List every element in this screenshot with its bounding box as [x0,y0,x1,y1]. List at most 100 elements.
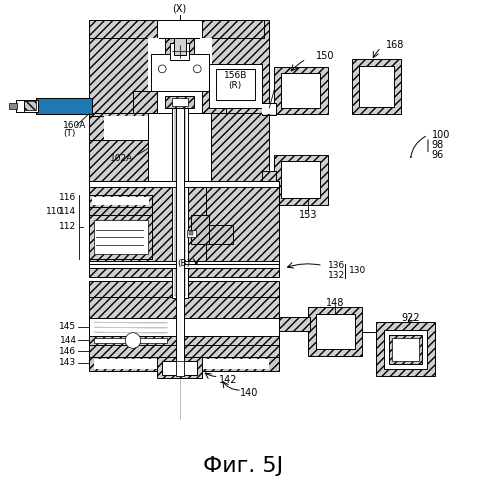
Bar [89,116,148,140]
Bar [281,162,320,198]
Text: 100: 100 [432,130,450,140]
Bar [376,322,435,376]
Bar [274,154,328,205]
Bar [389,334,422,364]
Bar [165,96,194,108]
Text: 153: 153 [299,210,317,220]
Text: 156B
(R): 156B (R) [224,71,247,90]
Bar [89,207,153,215]
Bar [9,103,17,109]
Bar [352,59,401,114]
Bar [89,215,153,258]
Bar [89,181,279,264]
Bar [92,198,149,205]
Text: (B): (B) [177,259,190,268]
Text: Фиг. 5J: Фиг. 5J [203,456,283,476]
Bar [89,296,279,318]
Bar [359,66,394,107]
Bar [35,98,92,114]
Bar [176,361,184,376]
Text: 143: 143 [59,358,76,368]
Bar [148,38,159,92]
Text: 148: 148 [326,298,345,308]
Bar [209,64,262,108]
Bar [206,20,269,112]
Bar [157,20,202,38]
Bar [177,109,182,374]
Bar [94,220,148,254]
Bar [197,92,226,112]
Bar [281,73,320,108]
Text: 110: 110 [46,206,63,216]
Text: 112: 112 [59,222,76,231]
Bar [392,338,419,361]
Bar [89,196,153,258]
Bar [157,357,202,378]
Bar [89,336,279,345]
Text: 136: 136 [328,261,345,270]
Bar [151,54,209,92]
Text: (X): (X) [173,4,187,14]
Bar [89,357,279,370]
Bar [200,38,212,92]
Bar [170,42,190,60]
Text: 150: 150 [316,51,334,61]
Bar [274,67,328,114]
Bar [279,317,310,331]
Text: 98: 98 [432,140,444,150]
Text: 130: 130 [349,266,366,275]
Bar [262,171,276,183]
Bar [174,38,186,55]
Bar [89,281,279,296]
Bar [384,330,427,368]
Bar [172,98,188,106]
Bar [209,64,262,108]
Bar [16,100,24,112]
Bar [157,20,202,38]
Bar [35,98,92,114]
Bar [190,232,193,235]
Bar [209,224,233,244]
Bar [191,215,209,244]
Bar [165,38,194,62]
Text: 114: 114 [59,206,76,216]
Bar [206,112,269,181]
Circle shape [158,65,166,73]
Bar [216,69,255,100]
Bar [89,264,279,277]
Bar [262,103,276,115]
Circle shape [193,65,201,73]
Bar [16,100,37,112]
Bar [133,92,162,112]
Bar [187,230,196,237]
Bar [162,361,197,374]
Bar [89,181,279,186]
Bar [89,264,279,268]
Text: 168: 168 [386,40,404,50]
Bar [89,196,153,207]
FancyArrowPatch shape [411,136,426,158]
Bar [172,103,188,298]
Bar [174,38,186,55]
Bar [89,112,148,181]
Bar [316,314,355,349]
Text: 140: 140 [240,388,259,398]
Bar [89,20,264,38]
Text: 142: 142 [219,376,237,386]
Bar [206,181,279,264]
Text: 96: 96 [432,150,444,160]
Bar [94,359,269,368]
Bar [94,338,167,344]
Text: 146: 146 [59,346,76,356]
Bar [308,308,362,356]
Bar [104,116,148,140]
Bar [18,101,35,110]
Text: 922: 922 [401,313,420,323]
Bar [157,92,202,112]
Bar [89,318,279,336]
Bar [89,20,148,112]
Bar [89,260,279,264]
Bar [89,346,279,357]
Bar [262,104,276,114]
Bar [175,105,185,296]
